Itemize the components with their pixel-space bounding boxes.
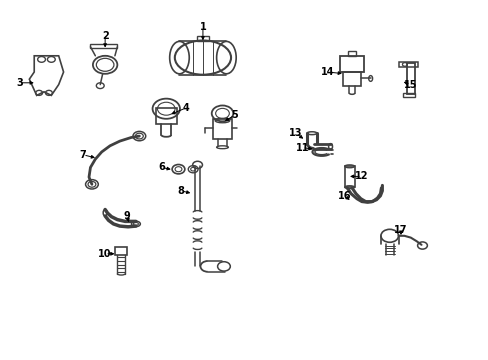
Circle shape [85,180,98,189]
Text: 8: 8 [177,186,184,196]
Bar [197,36,208,41]
Text: 13: 13 [288,128,302,138]
Text: 1: 1 [199,22,206,32]
Text: 6: 6 [158,162,164,172]
Text: 11: 11 [295,143,308,153]
Text: 9: 9 [123,211,130,221]
Text: 12: 12 [354,171,368,181]
Bar [344,166,354,187]
Text: 17: 17 [393,225,407,235]
Bar [212,119,232,139]
Text: 5: 5 [231,110,238,120]
Bar [339,56,364,72]
Bar [155,108,177,124]
Text: 4: 4 [182,103,189,113]
Bar [343,72,360,86]
Text: 10: 10 [98,249,112,259]
Text: 3: 3 [16,78,23,88]
Text: 7: 7 [80,150,86,160]
Text: 14: 14 [320,67,334,77]
Bar [90,44,117,48]
Text: 2: 2 [102,31,108,41]
Bar [403,93,414,97]
Circle shape [133,131,145,141]
Bar [115,247,127,255]
Bar [406,63,414,94]
Bar [398,62,417,67]
Bar [347,51,355,56]
Text: 16: 16 [337,191,351,201]
Text: 15: 15 [403,80,417,90]
